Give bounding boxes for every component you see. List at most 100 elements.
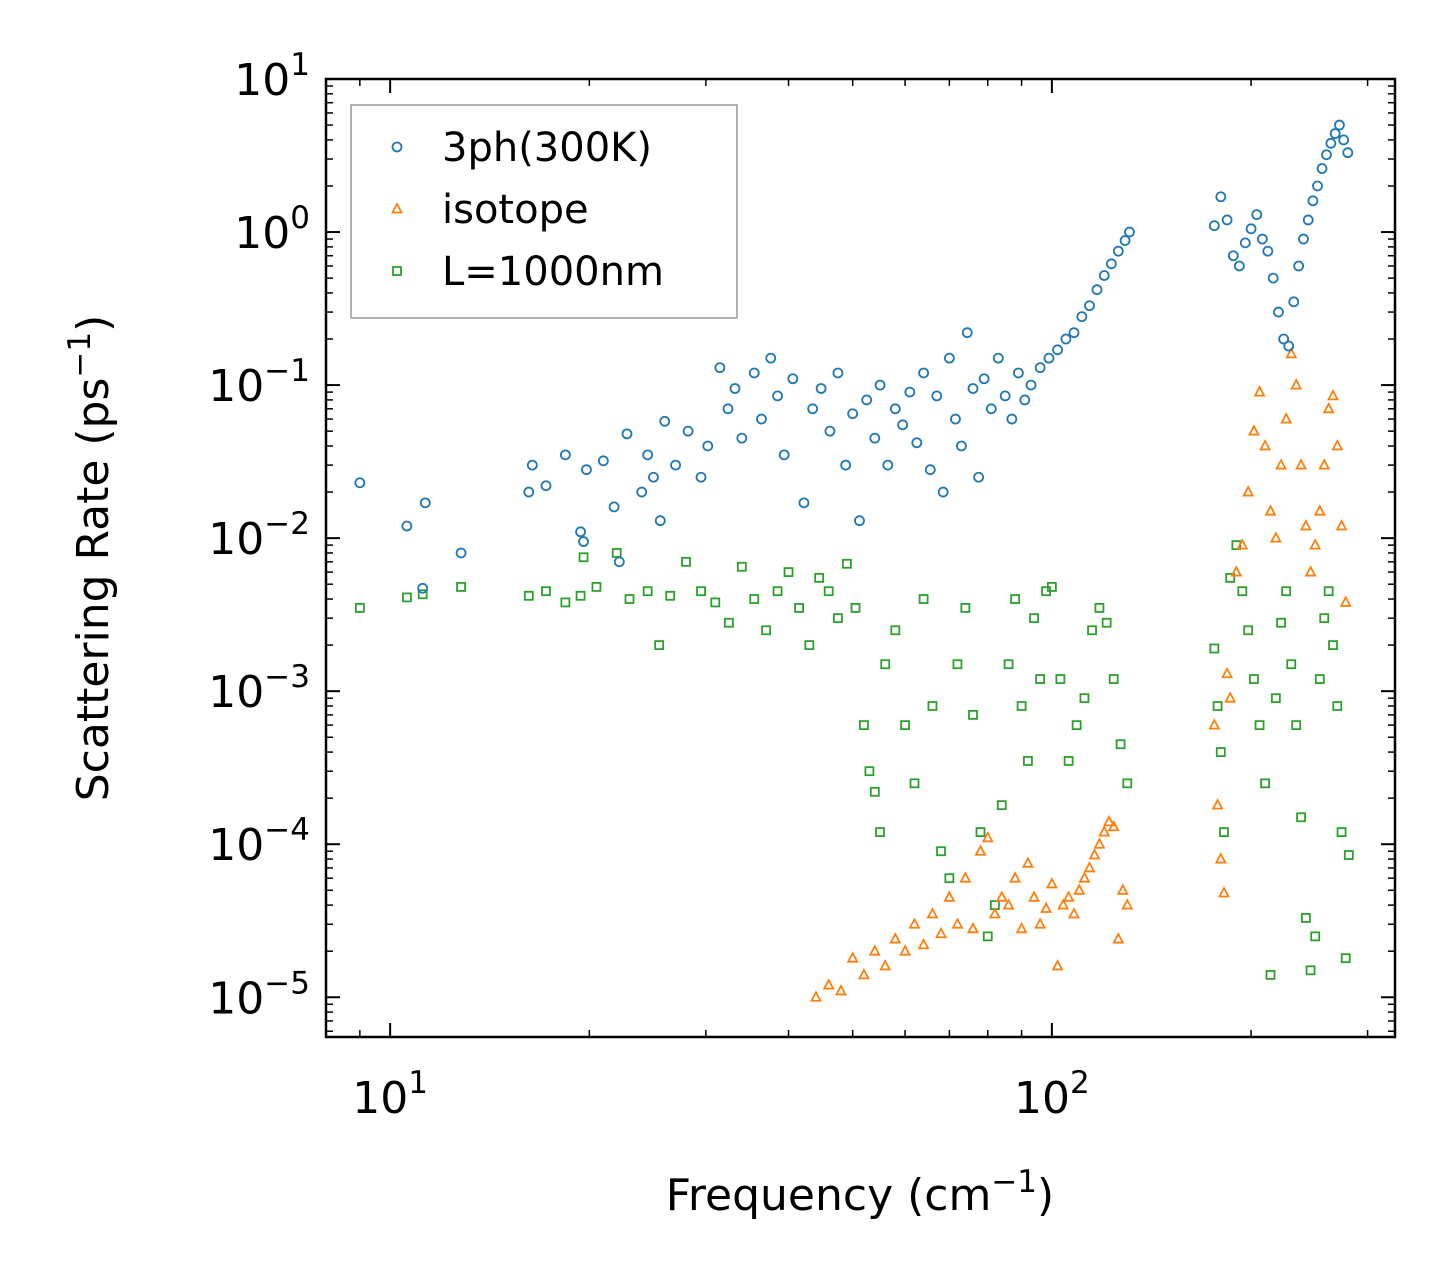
data-point (1122, 778, 1133, 789)
data-point (1319, 613, 1330, 624)
data-point (841, 558, 852, 569)
data-point (695, 471, 707, 483)
data-point (1316, 163, 1328, 174)
data-point (937, 486, 949, 498)
data-point (1115, 739, 1126, 750)
data-point (778, 449, 790, 461)
data-point (1269, 531, 1282, 543)
data-point (824, 425, 836, 437)
data-point (1256, 233, 1268, 245)
data-point (988, 907, 1001, 919)
data-point (1290, 378, 1303, 390)
series-circle (354, 119, 1354, 594)
data-point (1260, 778, 1271, 789)
data-point (654, 515, 666, 527)
data-point (960, 603, 971, 613)
data-point (981, 830, 994, 843)
data-point (723, 617, 734, 628)
data-point (900, 720, 910, 731)
data-point (523, 486, 535, 498)
data-point (1335, 519, 1348, 531)
data-point (967, 383, 979, 394)
data-point (1101, 617, 1112, 628)
data-point (1305, 965, 1316, 976)
data-point (861, 394, 873, 406)
data-point (985, 403, 997, 415)
data-point (869, 432, 881, 444)
data-point (1314, 674, 1325, 684)
data-points (354, 119, 1354, 1002)
data-point (1331, 439, 1344, 451)
data-point (798, 497, 810, 509)
data-point (1340, 953, 1351, 964)
legend-marker-square (392, 266, 402, 276)
data-point (772, 586, 783, 597)
legend-label: L=1000nm (442, 249, 664, 295)
data-point (1019, 394, 1031, 406)
data-point (1035, 674, 1046, 684)
data-point (1243, 625, 1254, 636)
data-point (1338, 134, 1350, 146)
data-point (982, 931, 993, 942)
data-point (879, 959, 892, 971)
data-point (959, 871, 972, 883)
data-point (1006, 413, 1018, 425)
data-point (869, 786, 880, 797)
data-point (967, 921, 979, 934)
data-point (974, 844, 987, 856)
data-point (455, 547, 467, 559)
data-point (526, 459, 538, 471)
data-point (1108, 674, 1119, 684)
data-point (624, 594, 635, 604)
data-point (1034, 917, 1047, 929)
data-point (1221, 214, 1233, 226)
data-point (1093, 837, 1106, 849)
data-point (1236, 538, 1249, 550)
data-point (1062, 890, 1075, 902)
data-point (832, 367, 844, 379)
data-point (850, 603, 861, 613)
data-point (840, 459, 852, 471)
data-point (1288, 296, 1300, 308)
data-point (1094, 603, 1105, 613)
series-square (354, 540, 1354, 980)
data-point (1046, 582, 1057, 592)
data-point (1015, 921, 1028, 934)
data-point (1253, 385, 1266, 397)
data-point (943, 890, 956, 902)
data-point (918, 594, 929, 604)
data-point (807, 403, 819, 415)
y-tick-label: 10−5 (208, 965, 310, 1024)
data-point (794, 603, 805, 613)
data-point (597, 455, 609, 467)
data-point (1002, 898, 1015, 910)
data-point (1209, 643, 1220, 654)
data-point (1332, 701, 1343, 711)
plot-frame (324, 77, 1397, 1039)
y-tick-label: 10−1 (208, 353, 310, 412)
data-point (1322, 401, 1335, 414)
data-point (729, 383, 741, 394)
data-point (1119, 235, 1131, 246)
data-point (1040, 901, 1053, 913)
data-point (1325, 137, 1337, 149)
data-point (1009, 871, 1022, 883)
data-point (710, 597, 721, 608)
data-point (1107, 819, 1120, 832)
data-point (1270, 693, 1281, 704)
data-point (354, 603, 365, 613)
data-point (1233, 260, 1245, 272)
data-point (918, 367, 930, 379)
data-point (1275, 458, 1288, 470)
data-point (809, 990, 822, 1002)
data-point (1291, 720, 1302, 731)
data-point (1321, 149, 1332, 161)
data-point (1259, 439, 1272, 451)
data-point (911, 437, 923, 449)
data-point (670, 459, 681, 471)
data-point (868, 944, 881, 956)
data-point (943, 352, 955, 364)
data-point (1088, 848, 1101, 860)
data-point (736, 432, 748, 444)
data-point (1304, 565, 1317, 577)
